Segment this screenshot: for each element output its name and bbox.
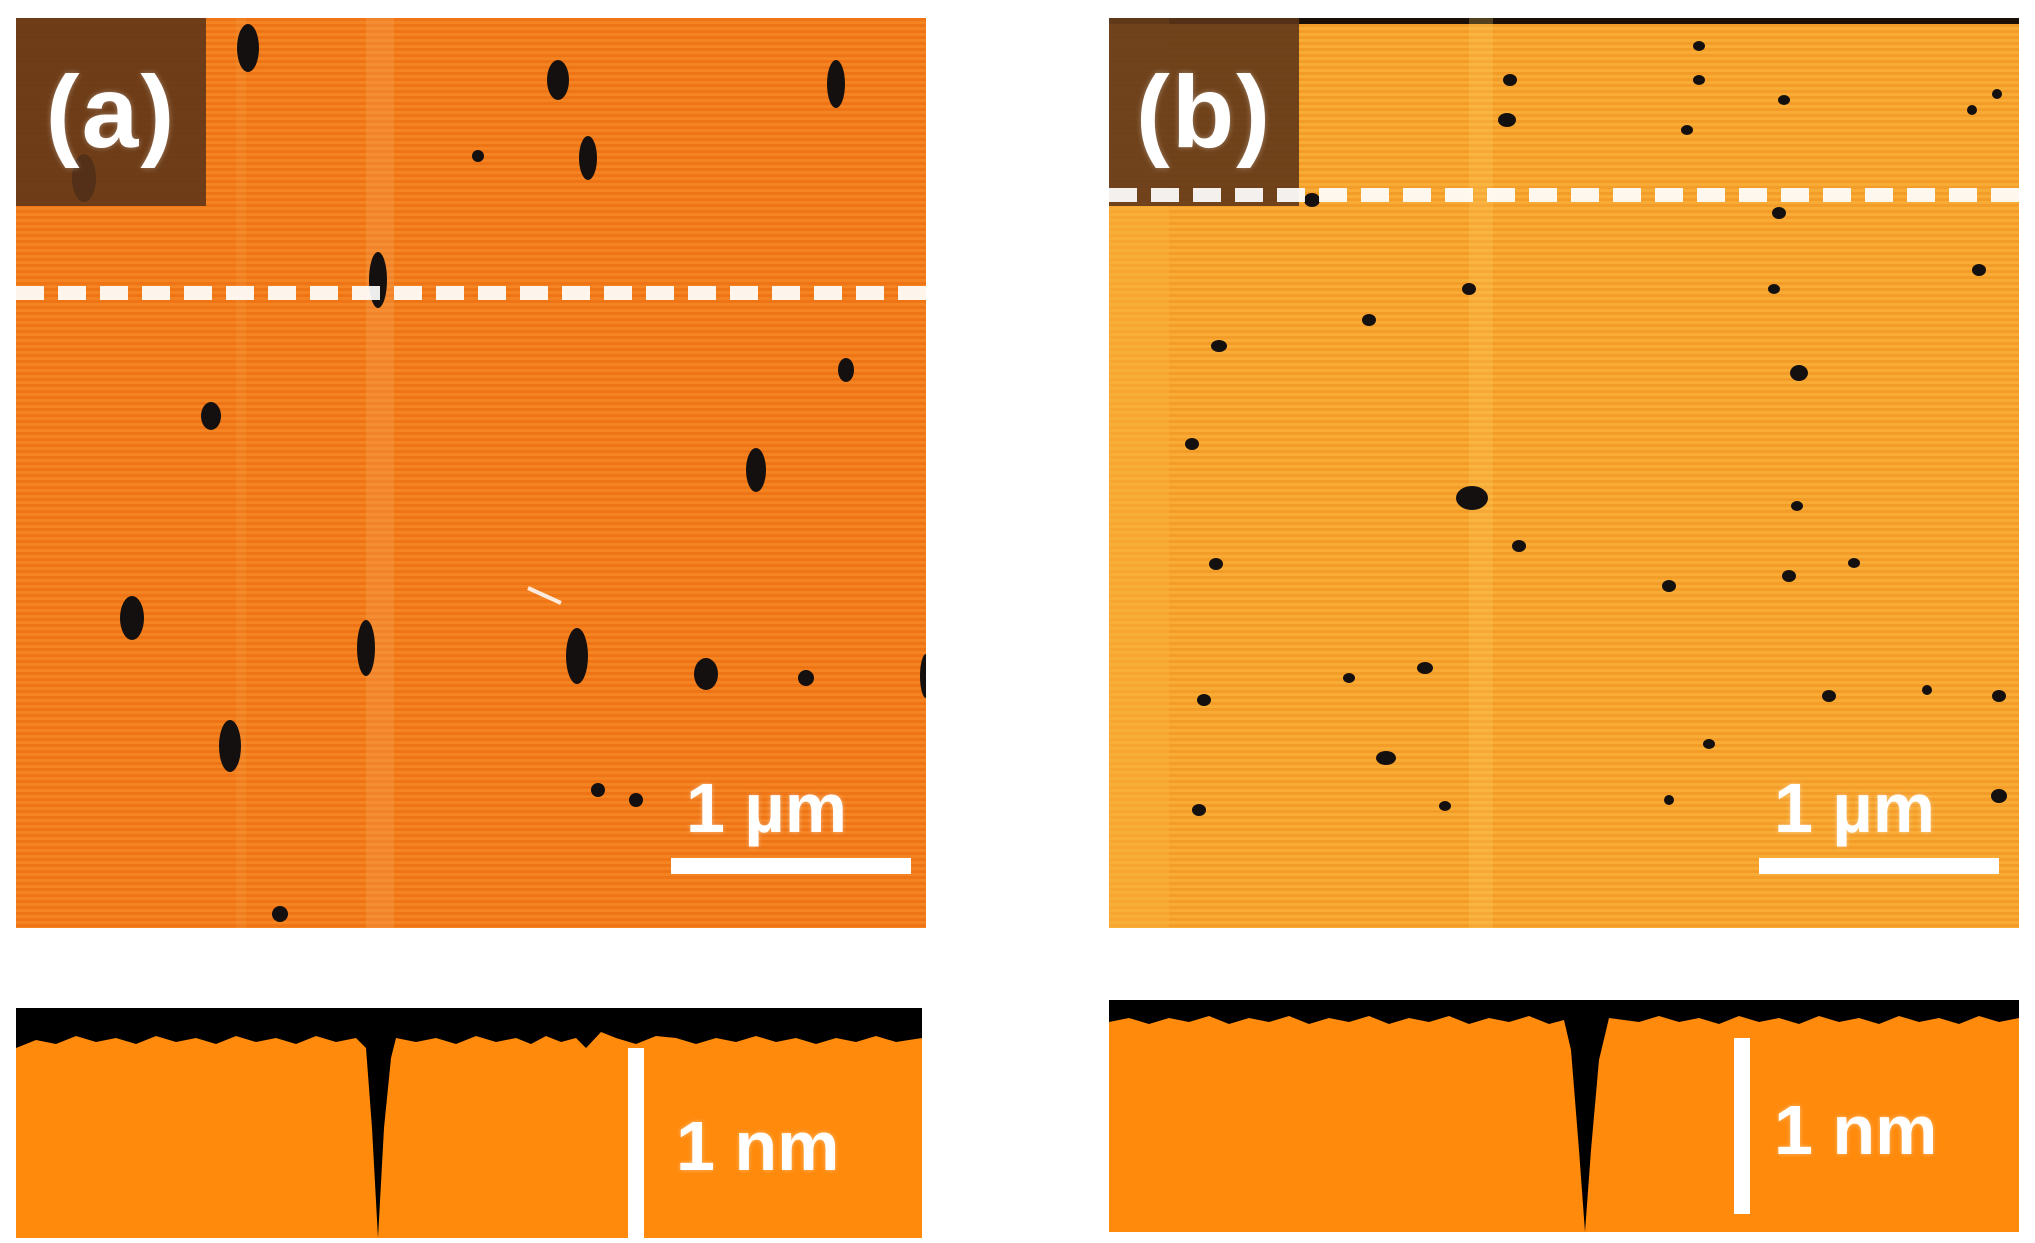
pits-b — [1185, 41, 2007, 816]
scalebar-label-b: 1 µm — [1774, 769, 1935, 847]
panel-label-background-a — [16, 18, 206, 206]
z-scalebar-b — [1734, 1038, 1750, 1214]
scalebar-a — [671, 858, 911, 874]
afm-image-b: (b) 1 µm — [1109, 18, 2019, 928]
afm-image-a: (a) 1 µm — [16, 18, 926, 928]
scan-line-a — [16, 286, 926, 300]
scalebar-b — [1759, 858, 1999, 874]
panel-label-a: (a) — [45, 54, 177, 169]
scan-line-b — [1109, 188, 2019, 202]
panel-label-b: (b) — [1135, 54, 1273, 169]
panel-label-background-b — [1109, 18, 1299, 206]
profile-trace-a — [16, 1008, 922, 1238]
z-scalebar-label-b: 1 nm — [1774, 1091, 1938, 1169]
height-profile-a: 1 nm — [16, 1008, 922, 1238]
z-scalebar-a — [628, 1048, 644, 1238]
height-profile-b: 1 nm — [1109, 1000, 2019, 1232]
scalebar-label-a: 1 µm — [686, 769, 847, 847]
z-scalebar-label-a: 1 nm — [676, 1107, 840, 1185]
